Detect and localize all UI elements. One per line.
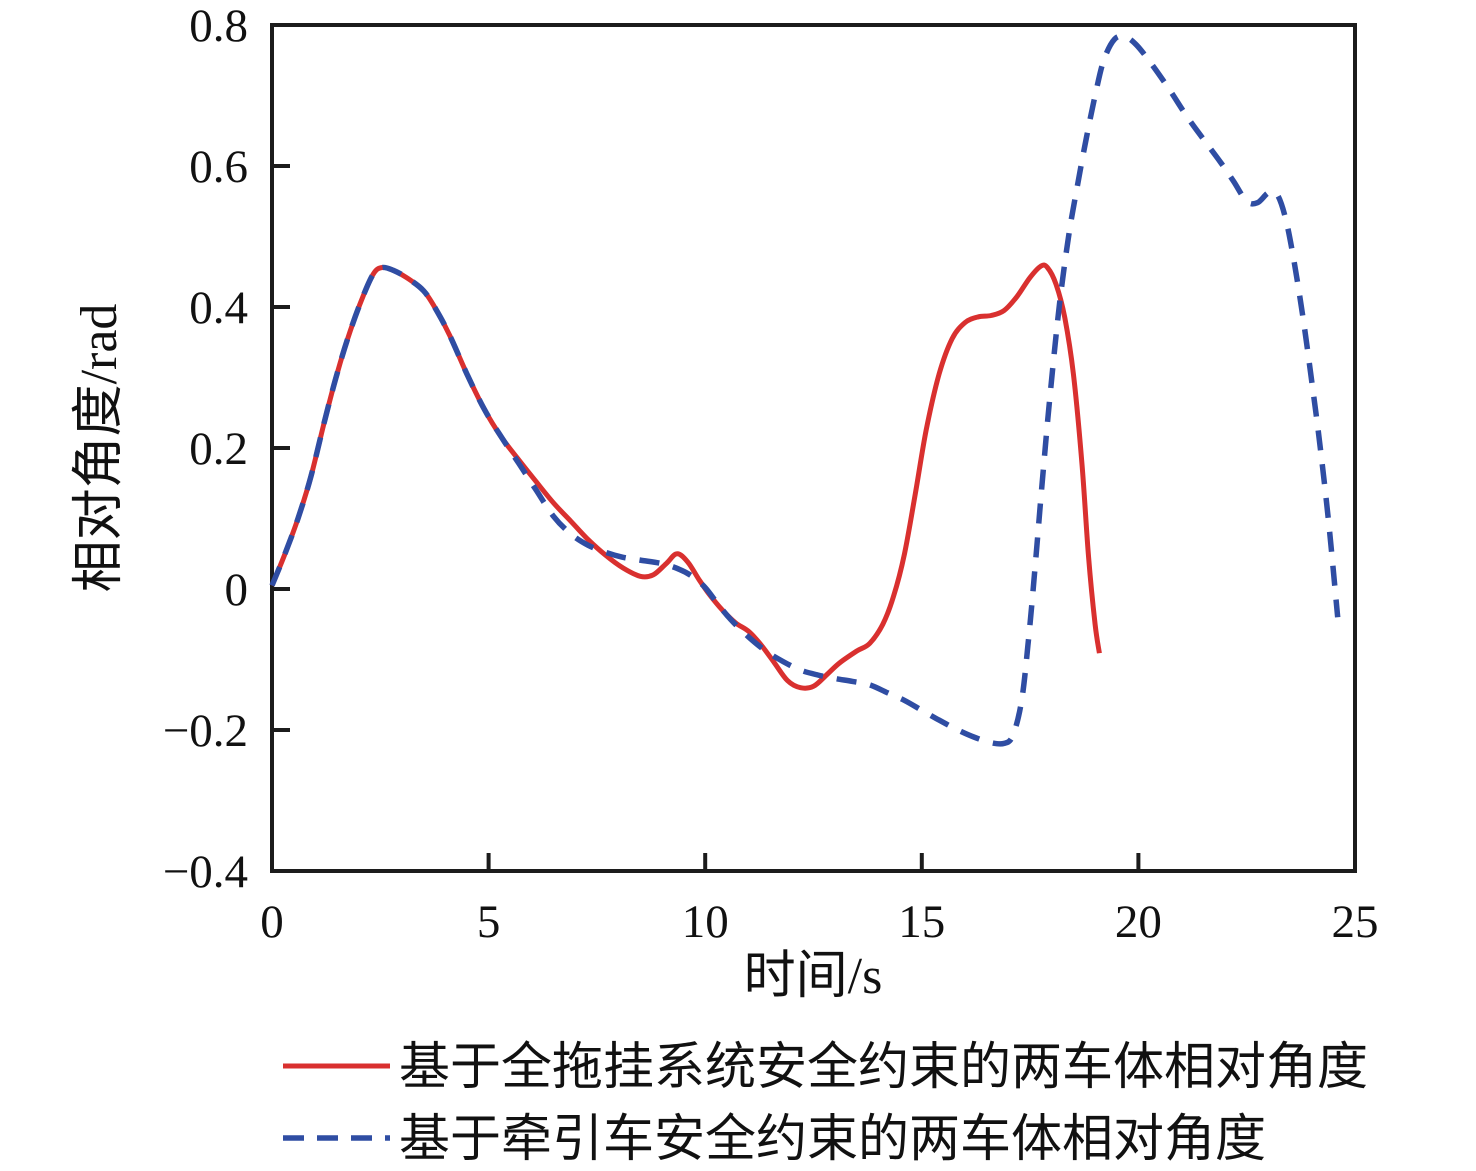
x-tick-label: 15: [898, 896, 945, 948]
x-tick-label: 25: [1332, 896, 1379, 948]
series-dashed-line: [269, 33, 1341, 747]
y-axis-ticks: −0.4 −0.2 0 0.2 0.4 0.6 0.8: [163, 0, 290, 898]
legend: 基于全拖挂系统安全约束的两车体相对角度 基于牵引车安全约束的两车体相对角度: [283, 1040, 1368, 1168]
y-tick-label: 0.8: [189, 0, 248, 52]
y-tick-label: −0.4: [163, 846, 248, 898]
y-tick-label: 0.6: [189, 141, 248, 193]
series-lines: [269, 33, 1341, 747]
x-tick-label: 20: [1115, 896, 1162, 948]
x-axis-label: 时间/s: [744, 948, 883, 1005]
plot-area: [270, 23, 1357, 873]
y-axis-label: 相对角度/rad: [71, 304, 128, 593]
x-tick-label: 5: [477, 896, 501, 948]
y-tick-label: 0.2: [189, 423, 248, 475]
y-tick-label: 0.4: [189, 282, 248, 334]
series-solid-line: [269, 262, 1102, 691]
y-tick-label: 0: [225, 564, 249, 616]
legend-label-solid: 基于全拖挂系统安全约束的两车体相对角度: [399, 1040, 1368, 1096]
y-tick-label: −0.2: [163, 705, 248, 757]
x-tick-label: 0: [260, 896, 284, 948]
x-axis-ticks: 0 5 10 15 20 25: [260, 853, 1379, 948]
legend-label-dashed: 基于牵引车安全约束的两车体相对角度: [399, 1112, 1266, 1168]
x-tick-label: 10: [682, 896, 729, 948]
